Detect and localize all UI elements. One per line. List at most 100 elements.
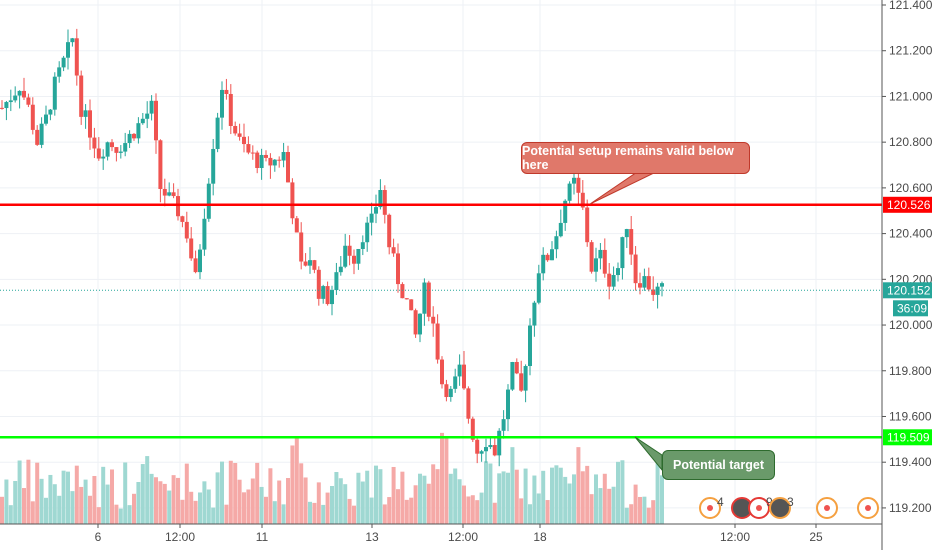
candle-body <box>536 273 541 303</box>
volume-bar <box>519 498 524 524</box>
last-price-badge <box>883 282 932 299</box>
volume-bar <box>316 482 321 524</box>
candle-body <box>30 104 35 130</box>
volume-bar <box>303 477 308 524</box>
candle-body <box>74 38 79 76</box>
candle-body <box>61 57 66 68</box>
x-tick-label: 12:00 <box>448 530 478 544</box>
candle-body <box>532 302 537 326</box>
volume-bar <box>523 468 528 524</box>
candle-body <box>8 100 13 103</box>
candle-body <box>308 260 312 266</box>
candle-body <box>374 207 378 214</box>
candle-body <box>558 222 563 237</box>
volume-bar <box>594 474 598 524</box>
candle-body <box>321 286 326 299</box>
candle-body <box>162 188 167 196</box>
candle-body <box>264 154 268 158</box>
candle-body <box>338 266 343 273</box>
volume-bar <box>237 479 242 524</box>
volume-bar <box>312 502 317 524</box>
volume-bar <box>17 460 22 524</box>
volume-bar <box>184 463 189 524</box>
volume-bar <box>624 507 629 524</box>
volume-bar <box>206 489 211 524</box>
candle-body <box>602 249 607 274</box>
candle-body <box>101 156 106 159</box>
volume-bar <box>365 470 370 524</box>
volume-bar <box>567 483 572 524</box>
candle-body <box>488 445 493 448</box>
volume-bar <box>396 489 400 524</box>
volume-bar <box>607 488 612 524</box>
candle-body <box>189 238 194 259</box>
x-tick-label: 13 <box>365 530 379 544</box>
candle-body <box>356 248 361 264</box>
y-tick-label: 121.400 <box>889 0 932 12</box>
candle-body <box>22 90 26 98</box>
candle-body <box>246 144 251 153</box>
candle-body <box>391 247 396 254</box>
candle-body <box>633 254 638 284</box>
event-dot <box>707 505 713 511</box>
volume-bar <box>611 486 616 524</box>
volume-bar <box>356 472 361 524</box>
volume-bar <box>484 461 488 524</box>
candle-body <box>642 276 647 288</box>
volume-bar <box>488 463 493 524</box>
candle-body <box>466 388 471 419</box>
volume-bar <box>154 477 158 524</box>
volume-bar <box>576 447 581 524</box>
volume-bar <box>382 504 387 524</box>
volume-bar <box>255 462 260 524</box>
candle-body <box>167 192 172 196</box>
candle-body <box>211 148 216 184</box>
candle-body <box>272 159 277 166</box>
volume-bar <box>4 479 9 524</box>
volume-bar <box>193 500 198 524</box>
setup-callout: Potential setup remains valid below here <box>521 142 750 174</box>
volume-bar <box>52 484 57 524</box>
candle-body <box>611 275 616 287</box>
candle-body <box>176 196 180 217</box>
volume-bar <box>176 477 180 524</box>
volume-bar <box>629 504 634 524</box>
candle-body <box>365 222 370 243</box>
candle-body <box>228 93 233 126</box>
candle-body <box>576 177 581 193</box>
candle-body <box>413 310 418 335</box>
volume-bar <box>145 456 150 524</box>
candle-body <box>457 364 462 377</box>
volume-bar <box>198 492 202 524</box>
y-tick-label: 121.200 <box>889 44 932 58</box>
volume-bar <box>369 497 374 524</box>
volume-bar <box>158 481 163 524</box>
volume-bar <box>497 473 502 524</box>
volume-bar <box>281 504 286 524</box>
volume-bar <box>105 484 110 524</box>
candle-body <box>545 254 550 261</box>
candle-body <box>497 430 502 456</box>
candle-body <box>118 151 123 153</box>
volume-bar <box>321 504 326 524</box>
volume-bar <box>189 491 194 524</box>
candle-body <box>431 316 436 324</box>
candle-body <box>448 388 453 398</box>
x-tick-label: 18 <box>533 530 547 544</box>
candle-body <box>624 229 629 238</box>
volume-bar <box>435 469 440 524</box>
candle-body <box>541 254 546 274</box>
candle-body <box>44 114 48 124</box>
candle-body <box>66 42 70 58</box>
candle-body <box>92 137 97 149</box>
support-badge <box>883 429 932 446</box>
volume-bar <box>501 471 506 524</box>
candle-body <box>589 242 594 272</box>
last-price-badge-text: 120.152 <box>887 283 931 297</box>
volume-bar <box>264 496 268 524</box>
candle-body <box>462 364 466 389</box>
candle-body <box>79 75 84 117</box>
candle-body <box>171 192 176 197</box>
